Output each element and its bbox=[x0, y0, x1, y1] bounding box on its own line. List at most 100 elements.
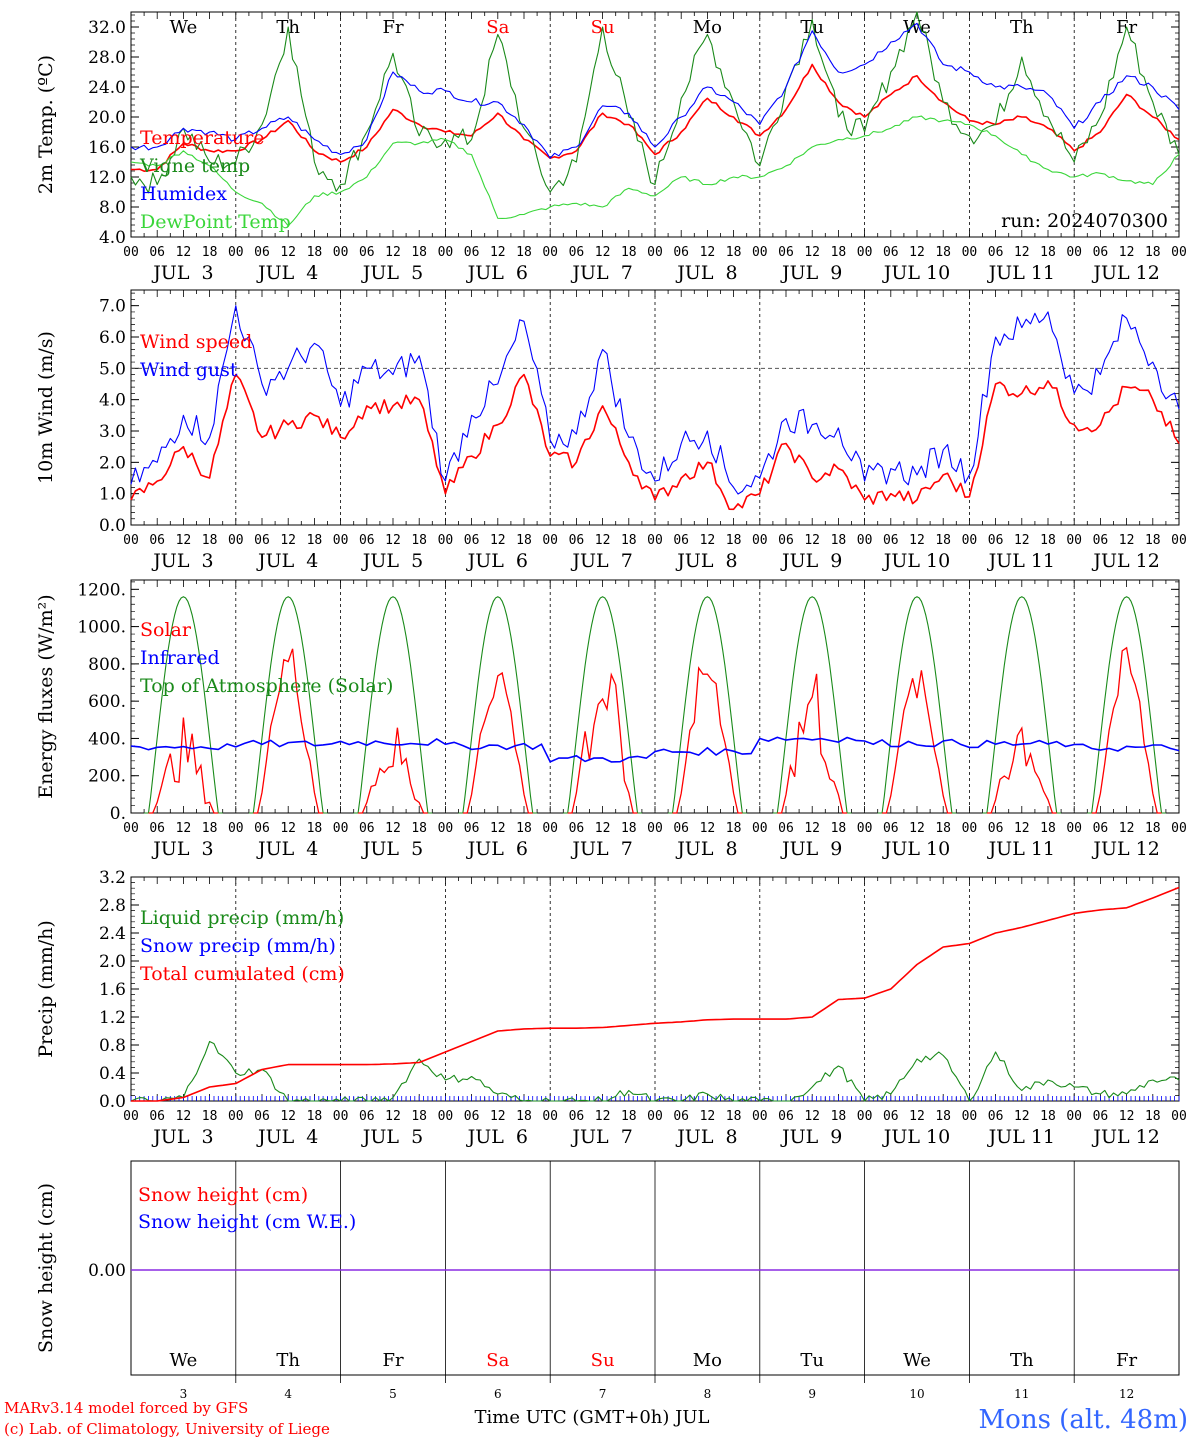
x-tick-label: 12 bbox=[595, 821, 611, 836]
x-tick-label: 18 bbox=[202, 533, 218, 548]
day-label: JUL 5 bbox=[361, 838, 423, 860]
x-tick-label: 18 bbox=[1145, 533, 1161, 548]
y-tick-label: 6.0 bbox=[99, 328, 126, 348]
weekday-label: Th bbox=[1010, 1350, 1034, 1371]
y-minor-ticks bbox=[131, 581, 1179, 814]
day-label: JUL 12 bbox=[1091, 1126, 1159, 1148]
x-tick-label: 18 bbox=[935, 821, 951, 836]
vigne-temp-line bbox=[130, 11, 1180, 194]
x-tick-label: 18 bbox=[1040, 1109, 1056, 1124]
day-label: JUL 11 bbox=[987, 262, 1055, 284]
wind-panel: 0.0 1.0 2.0 3.0 4.0 5.0 6.0 7.0 10m Wind (m/s) 00… bbox=[35, 289, 1187, 572]
precip-panel: 0.0 0.4 0.8 1.2 1.6 2.0 2.4 2.8 3.2 Precip (mm/h)… bbox=[35, 868, 1187, 1148]
weekday-label: Tu bbox=[800, 17, 824, 38]
snow-panel: 0.00 Snow height (cm) Snow height (cm) Snow… bbox=[35, 1160, 1180, 1401]
x-tick-label: 06 bbox=[254, 1109, 270, 1124]
temperature-panel: 4.0 8.0 12.0 16.0 20.0 24.0 28.0 32.0 2m Temp. (… bbox=[35, 11, 1187, 284]
day-number-label: 12 bbox=[1119, 1387, 1134, 1401]
day-number-label: 10 bbox=[909, 1387, 924, 1401]
x-tick-label: 18 bbox=[726, 533, 742, 548]
x-tick-label: 06 bbox=[778, 533, 794, 548]
legend-entry: Temperature bbox=[140, 127, 264, 149]
x-tick-label: 06 bbox=[254, 245, 270, 260]
weekday-label: Fr bbox=[1116, 1350, 1137, 1371]
x-tick-label: 18 bbox=[516, 533, 532, 548]
x-tick-label: 00 bbox=[1066, 245, 1082, 260]
x-tick-label: 00 bbox=[228, 821, 244, 836]
x-tick-label: 06 bbox=[569, 1109, 585, 1124]
x-minor-ticks bbox=[130, 290, 1180, 525]
solar-line bbox=[148, 646, 1162, 814]
y-tick-label: 12.0 bbox=[88, 168, 126, 188]
x-tick-label: 12 bbox=[804, 1109, 820, 1124]
x-tick-label: 12 bbox=[1014, 1109, 1030, 1124]
x-tick-label: 00 bbox=[962, 1109, 978, 1124]
day-label: JUL 7 bbox=[570, 838, 632, 860]
x-tick-label: 06 bbox=[464, 1109, 480, 1124]
x-tick-label: 18 bbox=[307, 245, 323, 260]
x-tick-label: 06 bbox=[778, 821, 794, 836]
x-tick-label: 06 bbox=[149, 1109, 165, 1124]
x-tick-label: 18 bbox=[621, 821, 637, 836]
x-tick-label: 18 bbox=[831, 821, 847, 836]
x-tick-label: 00 bbox=[962, 821, 978, 836]
x-tick-label: 12 bbox=[176, 1109, 192, 1124]
x-tick-label: 18 bbox=[202, 245, 218, 260]
day-label: JUL 3 bbox=[151, 1126, 213, 1148]
x-tick-label: 06 bbox=[778, 245, 794, 260]
x-tick-label: 18 bbox=[307, 1109, 323, 1124]
day-label: JUL 10 bbox=[882, 550, 950, 572]
x-tick-label: 00 bbox=[228, 533, 244, 548]
day-number-label: 3 bbox=[180, 1387, 188, 1401]
x-tick-label: 12 bbox=[1014, 533, 1030, 548]
x-tick-label: 00 bbox=[438, 821, 454, 836]
x-tick-label: 12 bbox=[700, 821, 716, 836]
weekday-label: Sa bbox=[486, 17, 509, 38]
x-tick-label: 12 bbox=[1119, 533, 1135, 548]
x-tick-label: 06 bbox=[464, 821, 480, 836]
day-label: JUL 9 bbox=[780, 262, 842, 284]
day-label: JUL 12 bbox=[1091, 838, 1159, 860]
x-tick-label: 12 bbox=[595, 1109, 611, 1124]
day-label: JUL 7 bbox=[570, 1126, 632, 1148]
day-label: JUL 8 bbox=[675, 1126, 737, 1148]
x-tick-label: 12 bbox=[909, 533, 925, 548]
x-tick-label: 00 bbox=[1171, 1109, 1187, 1124]
day-label: JUL 5 bbox=[361, 262, 423, 284]
x-tick-label: 06 bbox=[673, 533, 689, 548]
x-tick-label: 00 bbox=[228, 245, 244, 260]
x-tick-label: 12 bbox=[385, 821, 401, 836]
y-tick-label: 200. bbox=[88, 767, 126, 787]
x-tick-label: 12 bbox=[1119, 1109, 1135, 1124]
weekday-label: Tu bbox=[800, 1350, 824, 1371]
day-label: JUL 8 bbox=[675, 550, 737, 572]
weekday-label: Fr bbox=[382, 17, 403, 38]
x-tick-label: 00 bbox=[123, 533, 139, 548]
x-tick-label: 12 bbox=[595, 245, 611, 260]
x-tick-label: 06 bbox=[569, 821, 585, 836]
y-tick-label: 32.0 bbox=[88, 18, 126, 38]
day-label: JUL 8 bbox=[675, 262, 737, 284]
x-tick-label: 06 bbox=[673, 821, 689, 836]
x-tick-label: 00 bbox=[1066, 533, 1082, 548]
x-tick-label: 18 bbox=[935, 533, 951, 548]
x-tick-label: 12 bbox=[595, 533, 611, 548]
x-tick-label: 06 bbox=[149, 245, 165, 260]
x-axis-title: Time UTC (GMT+0h) JUL bbox=[475, 1407, 710, 1428]
day-number-label: 7 bbox=[599, 1387, 607, 1401]
x-tick-label: 06 bbox=[988, 533, 1004, 548]
x-tick-label: 12 bbox=[804, 533, 820, 548]
x-tick-label: 06 bbox=[464, 533, 480, 548]
x-tick-label: 18 bbox=[1145, 1109, 1161, 1124]
x-tick-label: 18 bbox=[411, 245, 427, 260]
day-label: JUL 4 bbox=[256, 1126, 318, 1148]
day-label: JUL 10 bbox=[882, 262, 950, 284]
x-tick-label: 00 bbox=[542, 821, 558, 836]
x-tick-label: 00 bbox=[1171, 821, 1187, 836]
weekday-label: Mo bbox=[693, 1350, 722, 1371]
x-tick-label: 12 bbox=[700, 245, 716, 260]
x-tick-label: 00 bbox=[647, 533, 663, 548]
weekday-label: Su bbox=[591, 1350, 615, 1371]
y-tick-label: 800. bbox=[88, 655, 126, 675]
x-tick-label: 18 bbox=[307, 821, 323, 836]
